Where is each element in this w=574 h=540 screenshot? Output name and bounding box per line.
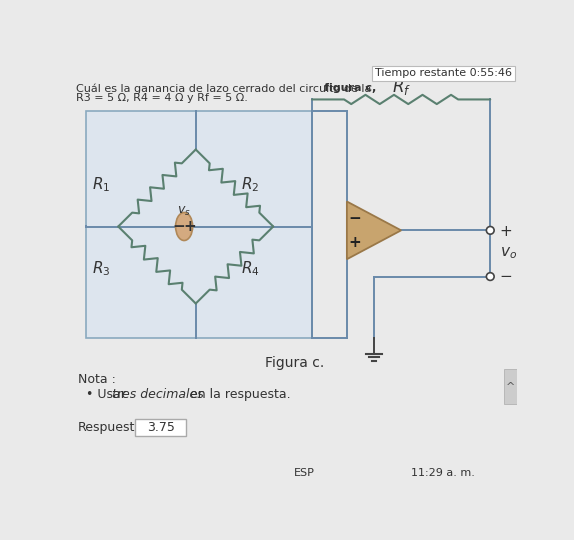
Text: +: +	[348, 235, 361, 250]
Text: Cuál es la ganancia de lazo cerrado del circuito de la: Cuál es la ganancia de lazo cerrado del …	[76, 83, 374, 94]
Text: $R_4$: $R_4$	[241, 260, 259, 278]
Text: −: −	[348, 211, 361, 226]
Polygon shape	[347, 201, 401, 259]
Text: $R_1$: $R_1$	[92, 175, 110, 193]
Text: +: +	[499, 225, 513, 239]
Text: Nota :: Nota :	[78, 373, 116, 386]
Text: tres decimales: tres decimales	[112, 388, 204, 401]
Text: $v_s$: $v_s$	[177, 205, 191, 218]
Ellipse shape	[176, 212, 193, 240]
Text: $R_3$: $R_3$	[92, 260, 110, 278]
Text: Tiempo restante 0:55:46: Tiempo restante 0:55:46	[375, 68, 512, 78]
FancyBboxPatch shape	[373, 65, 515, 81]
Text: $R_f$: $R_f$	[391, 77, 410, 97]
Text: Figura c.: Figura c.	[265, 356, 324, 370]
Text: R3 = 5 Ω, R4 = 4 Ω y Rf = 5 Ω.: R3 = 5 Ω, R4 = 4 Ω y Rf = 5 Ω.	[76, 93, 247, 103]
Text: −: −	[499, 269, 513, 284]
Text: 11:29 a. m.: 11:29 a. m.	[411, 468, 475, 478]
Text: −: −	[172, 219, 185, 234]
Text: Respuesta:: Respuesta:	[78, 421, 148, 434]
Text: • Usar: • Usar	[86, 388, 130, 401]
Text: $v_o$: $v_o$	[499, 246, 517, 261]
FancyBboxPatch shape	[504, 369, 517, 403]
Circle shape	[486, 273, 494, 280]
Text: ^: ^	[506, 382, 515, 392]
Text: en la respuesta.: en la respuesta.	[185, 388, 290, 401]
Text: +: +	[183, 219, 196, 234]
Text: $R_2$: $R_2$	[241, 175, 259, 193]
FancyBboxPatch shape	[86, 111, 312, 338]
Text: ESP: ESP	[294, 468, 315, 478]
Text: 3.75: 3.75	[147, 421, 175, 434]
Circle shape	[486, 226, 494, 234]
FancyBboxPatch shape	[135, 419, 185, 436]
Text: figura c,: figura c,	[324, 83, 376, 93]
